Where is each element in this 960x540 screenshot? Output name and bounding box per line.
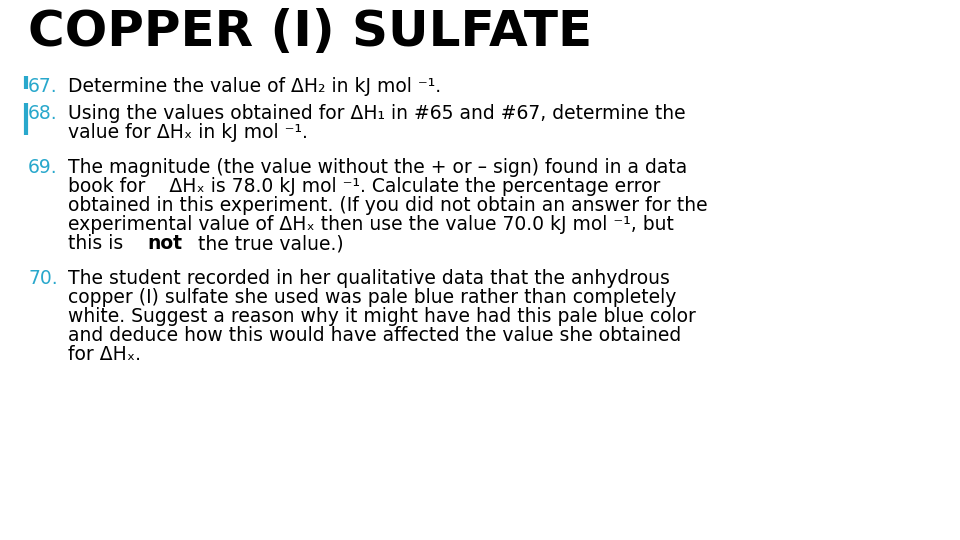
Text: for ΔHₓ.: for ΔHₓ. [68,345,141,364]
Text: white. Suggest a reason why it might have had this pale blue color: white. Suggest a reason why it might hav… [68,307,696,326]
Text: not: not [147,234,182,253]
Text: 70.: 70. [28,269,58,288]
Text: value for ΔHₓ in kJ mol ⁻¹.: value for ΔHₓ in kJ mol ⁻¹. [68,123,308,142]
Text: and deduce how this would have affected the value she obtained: and deduce how this would have affected … [68,326,682,345]
Text: this is: this is [68,234,130,253]
Text: The magnitude (the value without the + or – sign) found in a data: The magnitude (the value without the + o… [68,158,687,177]
Text: book for    ΔHₓ is 78.0 kJ mol ⁻¹. Calculate the percentage error: book for ΔHₓ is 78.0 kJ mol ⁻¹. Calculat… [68,177,660,196]
Text: 69.: 69. [28,158,58,177]
Text: Determine the value of ΔH₂ in kJ mol ⁻¹.: Determine the value of ΔH₂ in kJ mol ⁻¹. [68,77,442,96]
Text: COPPER (I) SULFATE: COPPER (I) SULFATE [28,8,592,56]
Text: obtained in this experiment. (If you did not obtain an answer for the: obtained in this experiment. (If you did… [68,196,708,215]
Text: copper (I) sulfate she used was pale blue rather than completely: copper (I) sulfate she used was pale blu… [68,288,677,307]
Text: experimental value of ΔHₓ then use the value 70.0 kJ mol ⁻¹, but: experimental value of ΔHₓ then use the v… [68,215,674,234]
Text: 68.: 68. [28,104,58,123]
Text: the true value.): the true value.) [192,234,344,253]
Text: 67.: 67. [28,77,58,96]
Text: The student recorded in her qualitative data that the anhydrous: The student recorded in her qualitative … [68,269,670,288]
Text: Using the values obtained for ΔH₁ in #65 and #67, determine the: Using the values obtained for ΔH₁ in #65… [68,104,685,123]
